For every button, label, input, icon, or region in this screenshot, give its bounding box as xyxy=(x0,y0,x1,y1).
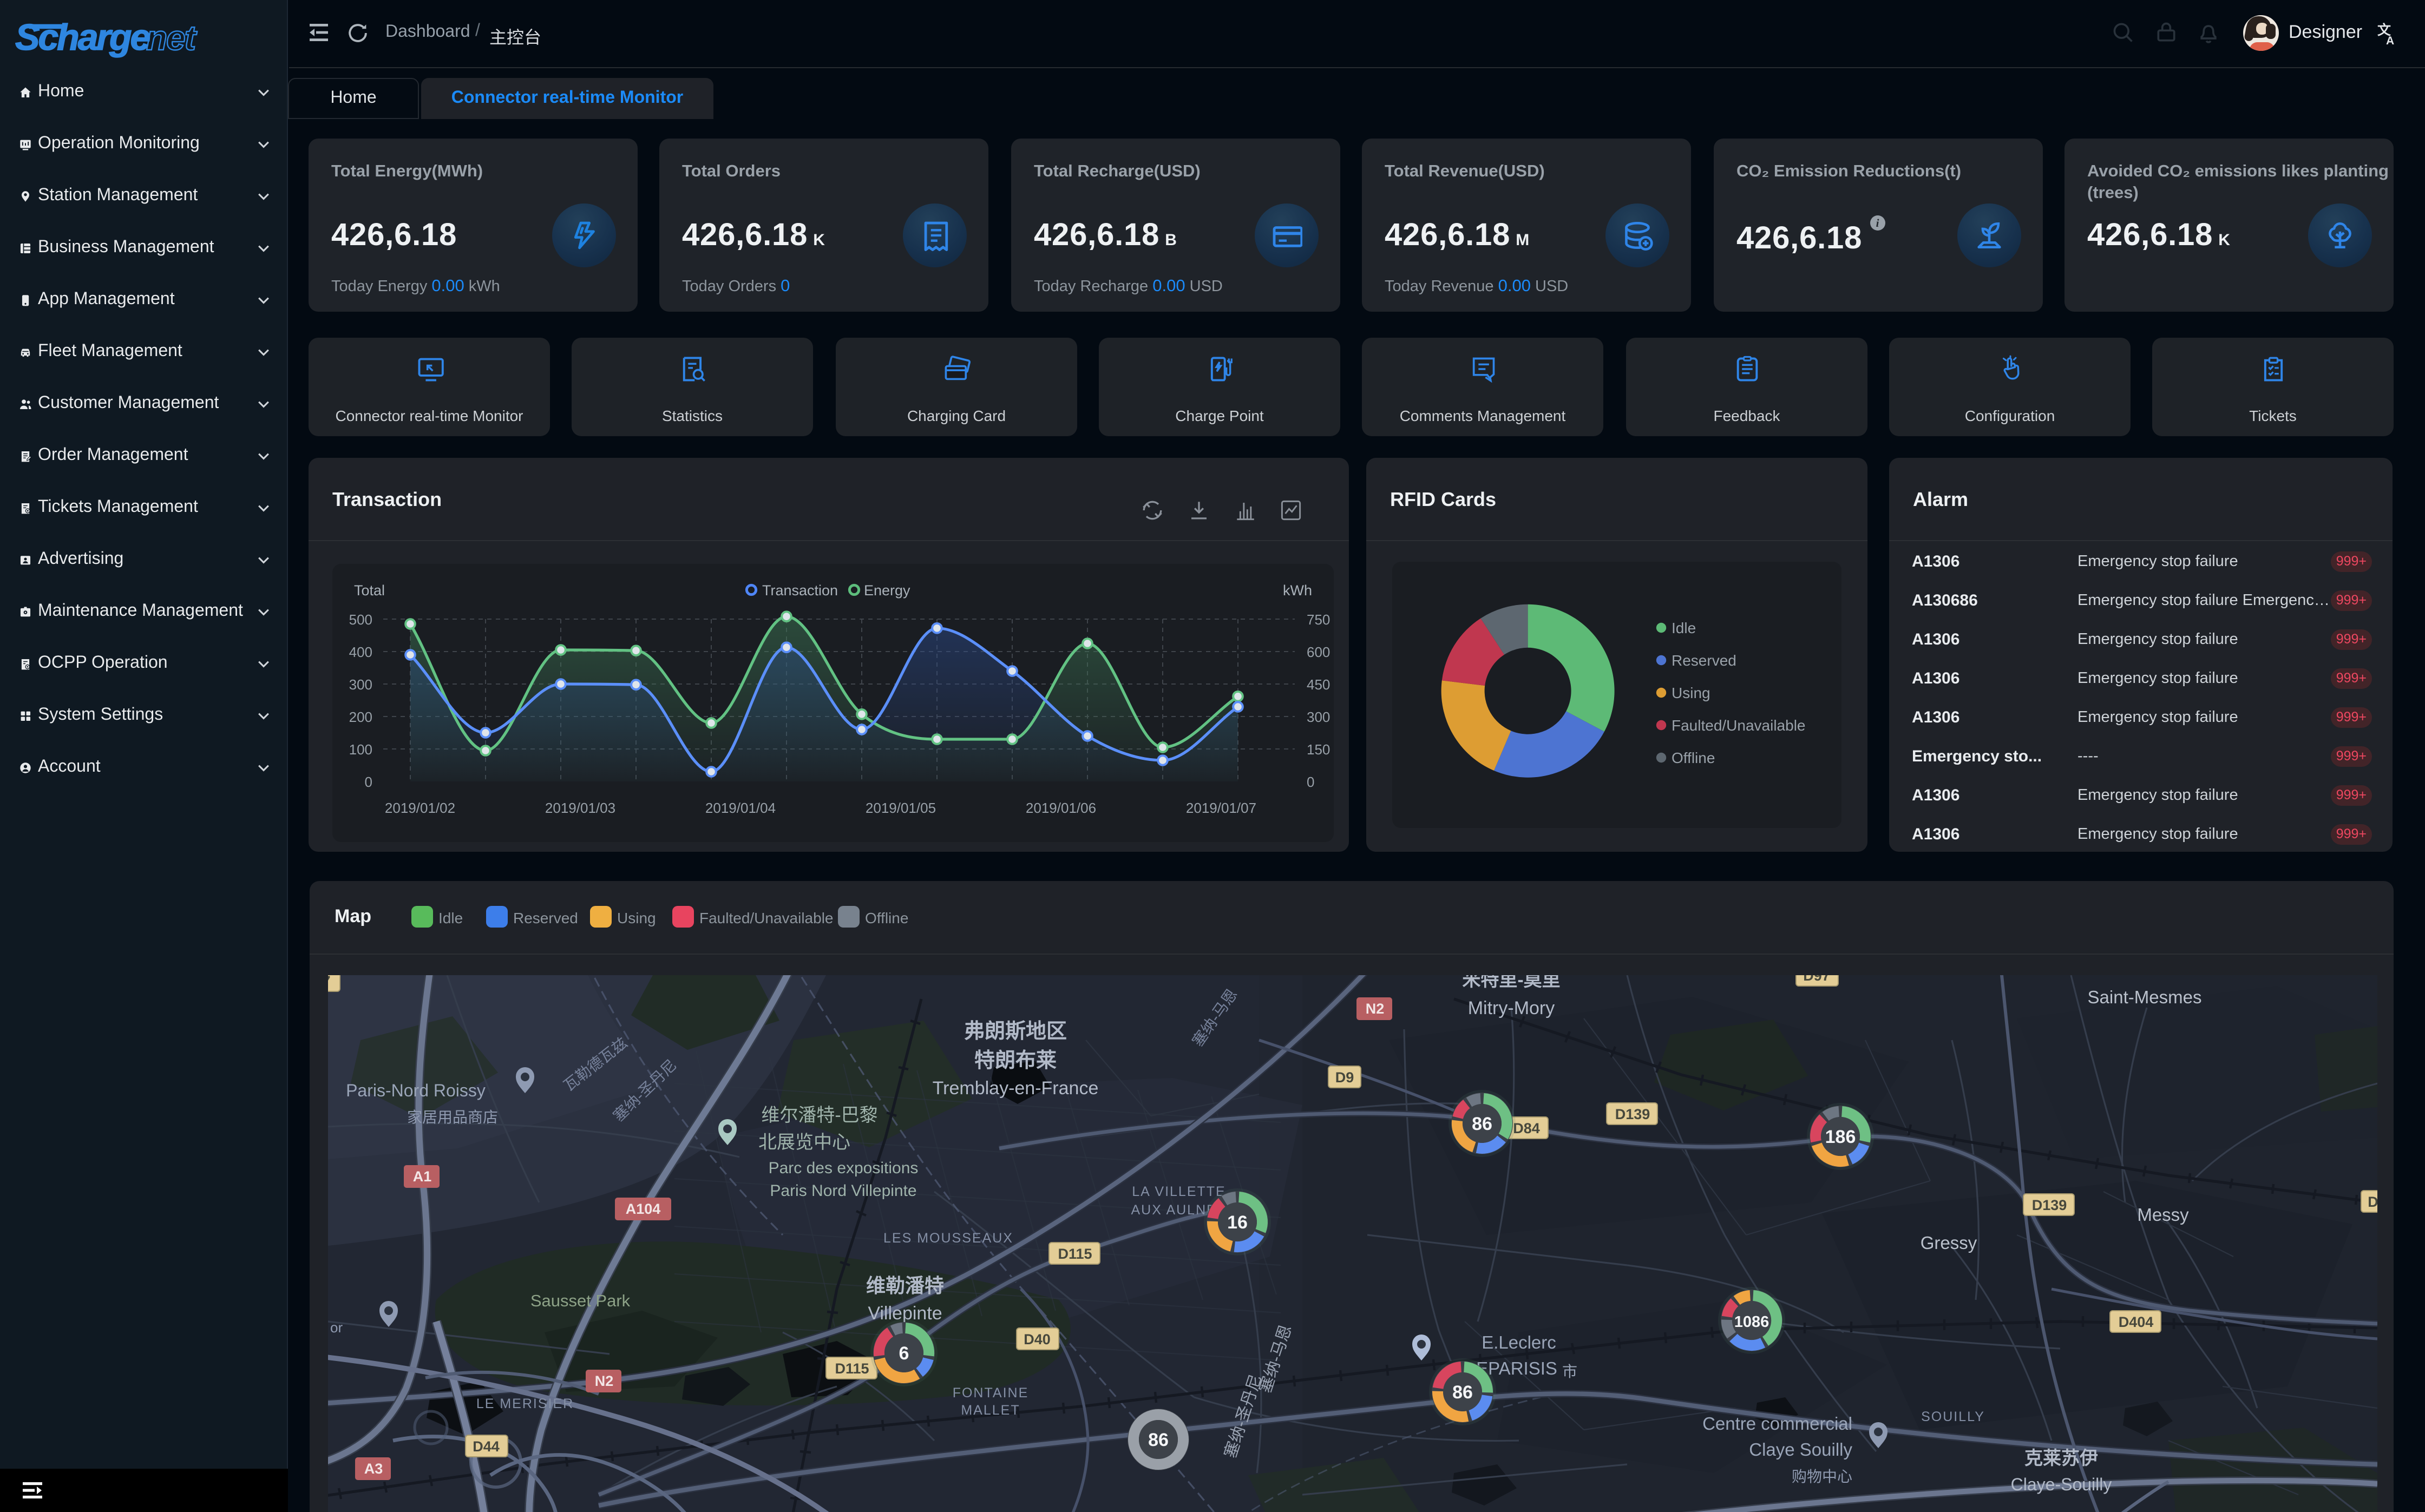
svg-text:D44: D44 xyxy=(472,1438,499,1455)
svg-text:Energy: Energy xyxy=(864,582,910,599)
svg-text:LE MERISIER: LE MERISIER xyxy=(476,1396,573,1411)
svg-text:6: 6 xyxy=(899,1343,909,1364)
svg-text:D9: D9 xyxy=(1335,1069,1354,1086)
svg-text:米特里-莫里: 米特里-莫里 xyxy=(1461,975,1559,990)
svg-text:北展览中心: 北展览中心 xyxy=(758,1132,850,1153)
svg-text:克莱苏伊: 克莱苏伊 xyxy=(2024,1448,2098,1469)
svg-text:Claye-Souilly: Claye-Souilly xyxy=(2010,1475,2112,1494)
svg-text:100: 100 xyxy=(349,741,372,758)
svg-text:Centre commercial: Centre commercial xyxy=(1702,1414,1852,1434)
svg-text:A1: A1 xyxy=(412,1168,431,1185)
svg-text:2019/01/05: 2019/01/05 xyxy=(866,800,936,816)
svg-text:文: 文 xyxy=(2377,22,2391,38)
svg-text:维勒潘特: 维勒潘特 xyxy=(866,1274,943,1297)
svg-text:维尔潘特-巴黎: 维尔潘特-巴黎 xyxy=(761,1105,877,1126)
svg-text:D139: D139 xyxy=(2031,1197,2067,1213)
svg-text:Tremblay-en-France: Tremblay-en-France xyxy=(932,1078,1098,1099)
svg-text:317: 317 xyxy=(327,975,330,989)
svg-text:E.Leclerc: E.Leclerc xyxy=(1481,1332,1556,1352)
svg-text:i: i xyxy=(1876,216,1880,229)
svg-text:Villepinte: Villepinte xyxy=(867,1303,941,1324)
svg-text:Offline: Offline xyxy=(1672,750,1715,766)
svg-text:net: net xyxy=(146,18,198,57)
svg-text:D404: D404 xyxy=(2118,1314,2153,1330)
svg-text:86: 86 xyxy=(1471,1114,1492,1134)
svg-text:200: 200 xyxy=(349,709,372,725)
svg-text:Saint-Mesmes: Saint-Mesmes xyxy=(2087,987,2201,1007)
svg-text:16: 16 xyxy=(1227,1212,1247,1233)
svg-text:Parc des expositions: Parc des expositions xyxy=(768,1159,918,1177)
svg-text:600: 600 xyxy=(1307,644,1330,660)
svg-text:D84: D84 xyxy=(1512,1120,1539,1136)
svg-text:or: or xyxy=(330,1319,342,1336)
svg-text:2019/01/06: 2019/01/06 xyxy=(1026,800,1096,816)
svg-text:Messy: Messy xyxy=(2136,1205,2188,1225)
svg-text:市: 市 xyxy=(1562,1363,1577,1380)
svg-text:Idle: Idle xyxy=(1672,620,1696,636)
svg-text:186: 186 xyxy=(1825,1127,1856,1147)
svg-text:SOUILLY: SOUILLY xyxy=(1921,1409,1984,1424)
svg-text:D40: D40 xyxy=(1023,1331,1050,1347)
svg-text:D97: D97 xyxy=(1803,975,1830,984)
svg-text:FONTAINE: FONTAINE xyxy=(952,1385,1028,1401)
svg-text:Reserved: Reserved xyxy=(1672,652,1736,669)
svg-text:Scharge: Scharge xyxy=(15,17,150,58)
svg-text:MALLET: MALLET xyxy=(960,1403,1019,1418)
svg-text:Sausset Park: Sausset Park xyxy=(530,1291,630,1310)
svg-text:Gressy: Gressy xyxy=(1920,1233,1977,1253)
svg-text:N2: N2 xyxy=(1365,1001,1384,1017)
svg-text:N2: N2 xyxy=(594,1373,613,1389)
svg-text:特朗布莱: 特朗布莱 xyxy=(974,1049,1056,1072)
svg-text:Paris Nord Villepinte: Paris Nord Villepinte xyxy=(769,1182,916,1200)
svg-text:A3: A3 xyxy=(364,1461,383,1477)
svg-text:D139: D139 xyxy=(1615,1106,1650,1122)
svg-text:家居用品商店: 家居用品商店 xyxy=(407,1109,497,1126)
svg-text:弗朗斯地区: 弗朗斯地区 xyxy=(964,1020,1066,1043)
svg-text:A: A xyxy=(2386,35,2394,47)
svg-text:Faulted/Unavailable: Faulted/Unavailable xyxy=(1672,717,1806,734)
svg-text:D115: D115 xyxy=(834,1360,868,1377)
svg-text:Transaction: Transaction xyxy=(762,582,838,599)
svg-text:450: 450 xyxy=(1307,676,1330,693)
svg-text:EPARISIS: EPARISIS xyxy=(1476,1358,1557,1378)
svg-text:kWh: kWh xyxy=(1283,582,1312,599)
svg-text:300: 300 xyxy=(1307,709,1330,725)
svg-text:Using: Using xyxy=(1672,685,1710,701)
svg-text:Total: Total xyxy=(354,582,385,599)
svg-text:D: D xyxy=(2367,1194,2377,1210)
svg-text:2019/01/02: 2019/01/02 xyxy=(385,800,455,816)
svg-text:86: 86 xyxy=(1148,1430,1168,1450)
svg-text:A104: A104 xyxy=(625,1201,660,1217)
svg-text:86: 86 xyxy=(1452,1382,1472,1403)
svg-text:购物中心: 购物中心 xyxy=(1791,1468,1852,1485)
svg-text:0: 0 xyxy=(1307,774,1314,790)
svg-text:Paris-Nord Roissy: Paris-Nord Roissy xyxy=(345,1081,485,1100)
svg-text:1086: 1086 xyxy=(1734,1313,1769,1331)
svg-text:D115: D115 xyxy=(1057,1246,1091,1262)
svg-text:2019/01/04: 2019/01/04 xyxy=(705,800,776,816)
svg-text:500: 500 xyxy=(349,612,372,628)
svg-text:Mitry-Mory: Mitry-Mory xyxy=(1467,998,1555,1018)
svg-text:0: 0 xyxy=(365,774,372,790)
svg-text:300: 300 xyxy=(349,676,372,693)
svg-text:2019/01/03: 2019/01/03 xyxy=(545,800,615,816)
svg-text:LES MOUSSEAUX: LES MOUSSEAUX xyxy=(883,1231,1013,1246)
svg-text:LA VILLETTE: LA VILLETTE xyxy=(1131,1184,1225,1199)
svg-text:2019/01/07: 2019/01/07 xyxy=(1186,800,1256,816)
svg-text:150: 150 xyxy=(1307,741,1330,758)
svg-text:750: 750 xyxy=(1307,612,1330,628)
svg-text:Claye Souilly: Claye Souilly xyxy=(1748,1439,1852,1460)
svg-text:400: 400 xyxy=(349,644,372,660)
